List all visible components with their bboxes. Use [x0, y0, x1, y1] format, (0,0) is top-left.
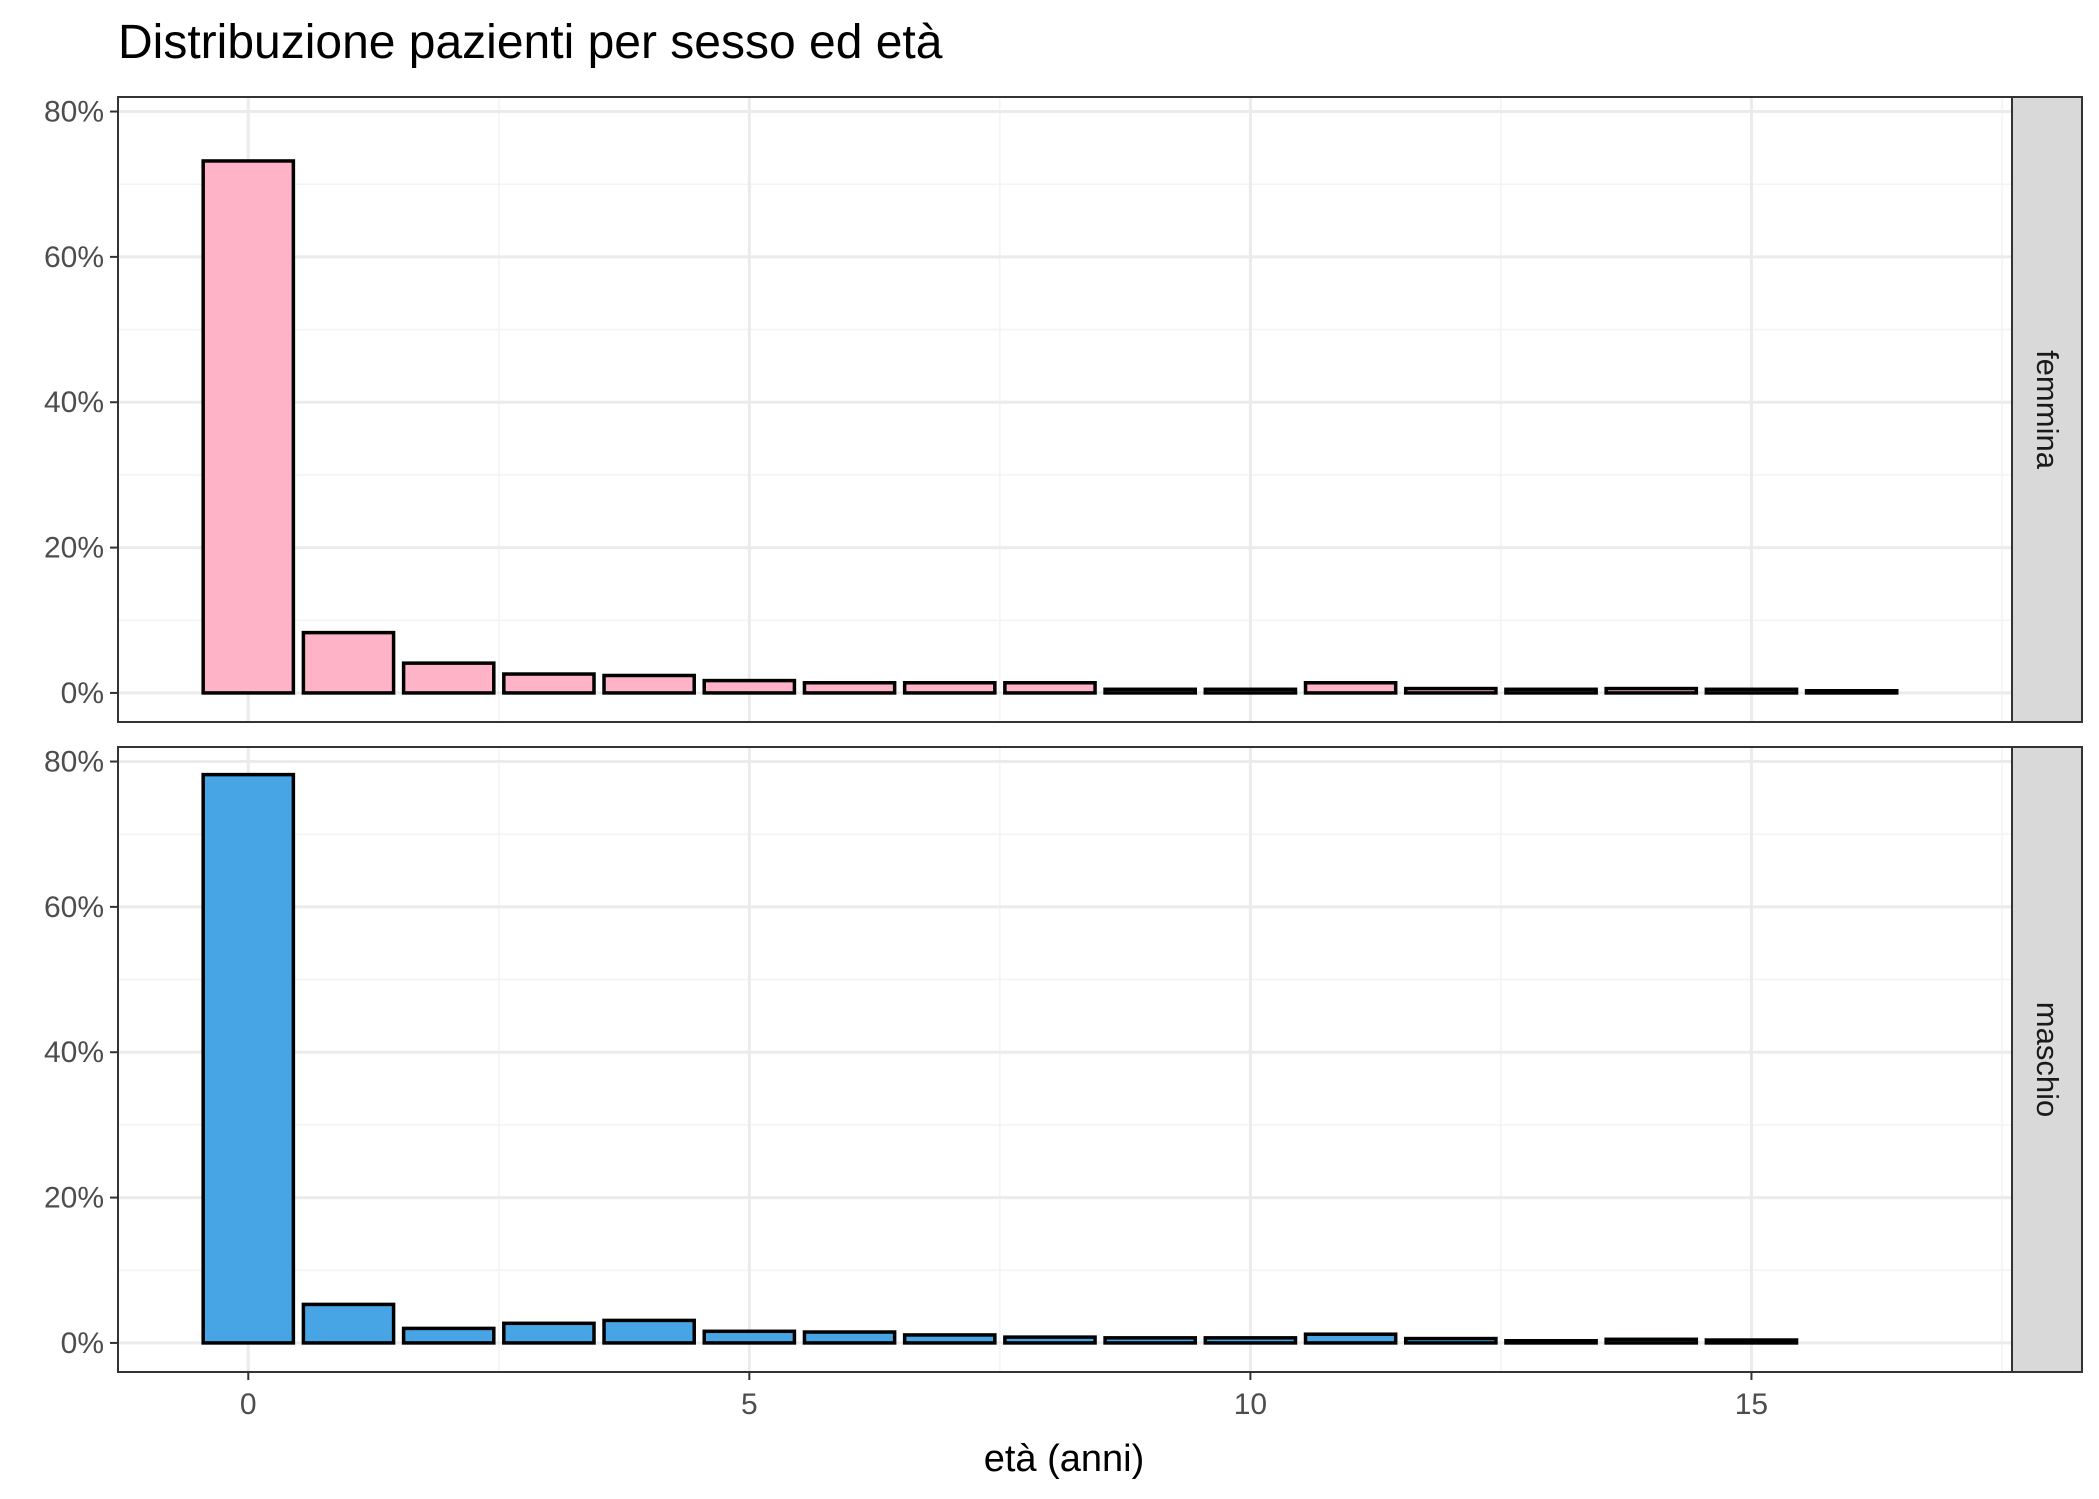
facet-panel-maschio: 0% 20% 40% 60% 80% maschio: [44, 746, 2083, 1373]
x-axis-title: età (anni): [984, 1438, 1145, 1480]
bar-maschio-5: [702, 1329, 797, 1345]
bar-maschio-12: [1403, 1336, 1498, 1345]
y-tick-label: 20%: [44, 532, 104, 565]
bar-femmina-1: [301, 630, 396, 695]
bar-femmina-14: [1604, 686, 1699, 695]
y-tick-label: 40%: [44, 386, 104, 419]
y-tick-label: 80%: [44, 746, 104, 779]
bar-maschio-13: [1504, 1339, 1598, 1345]
bar-maschio-3: [502, 1321, 596, 1345]
bar-femmina-4: [602, 673, 696, 695]
bar-femmina-7: [902, 681, 997, 695]
chart-title: Distribuzione pazienti per sesso ed età: [118, 16, 943, 69]
bar-femmina-3: [502, 672, 596, 695]
x-tick-label: 15: [1735, 1388, 1768, 1421]
panel-background: [118, 747, 2012, 1372]
x-tick-label: 5: [741, 1388, 758, 1421]
x-tick-label: 0: [240, 1388, 257, 1421]
bar-femmina-9: [1103, 687, 1198, 695]
facet-strip-label: maschio: [2030, 1002, 2065, 1117]
facet-strip-maschio: [2011, 746, 2083, 1373]
y-tick-label: 0%: [61, 677, 104, 710]
bar-maschio-7: [902, 1333, 997, 1345]
y-tick-label: 80%: [44, 96, 104, 129]
bar-femmina-13: [1504, 687, 1598, 695]
bar-maschio-6: [802, 1330, 897, 1345]
bar-maschio-2: [401, 1326, 496, 1345]
bar-femmina-6: [802, 681, 897, 695]
panel-background: [118, 97, 2012, 722]
bar-femmina-0: [201, 159, 296, 695]
bar-maschio-1: [301, 1302, 396, 1345]
y-tick-label: 40%: [44, 1036, 104, 1069]
facet-panel-femmina: 0% 20% 40% 60% 80% femmina: [44, 96, 2083, 723]
bar-femmina-5: [702, 678, 797, 695]
bar-femmina-15: [1704, 687, 1799, 695]
y-tick-label: 60%: [44, 241, 104, 274]
bar-femmina-8: [1003, 681, 1097, 695]
bar-maschio-4: [602, 1318, 696, 1345]
y-tick-label: 0%: [61, 1327, 104, 1360]
bar-femmina-16: [1804, 689, 1899, 695]
x-tick-label: 10: [1234, 1388, 1267, 1421]
x-axis: 0 5 10 15: [240, 1372, 1768, 1421]
bar-maschio-14: [1604, 1337, 1699, 1345]
bar-maschio-0: [201, 772, 296, 1345]
bar-maschio-10: [1203, 1336, 1298, 1345]
bar-maschio-8: [1003, 1335, 1097, 1345]
bar-femmina-2: [401, 661, 496, 695]
y-tick-label: 60%: [44, 891, 104, 924]
y-tick-label: 20%: [44, 1182, 104, 1215]
bar-maschio-9: [1103, 1336, 1198, 1345]
bar-femmina-12: [1403, 686, 1498, 695]
bar-femmina-10: [1203, 687, 1298, 695]
facet-panels: 0% 20% 40% 60% 80% femmina 0% 20% 40% 60% 80% masch…: [44, 96, 2083, 1373]
bar-maschio-11: [1303, 1332, 1398, 1345]
bar-femmina-11: [1303, 681, 1398, 695]
bar-maschio-15: [1704, 1338, 1799, 1345]
facet-strip-label: femmina: [2030, 350, 2065, 470]
facet-strip-femmina: [2011, 96, 2083, 723]
